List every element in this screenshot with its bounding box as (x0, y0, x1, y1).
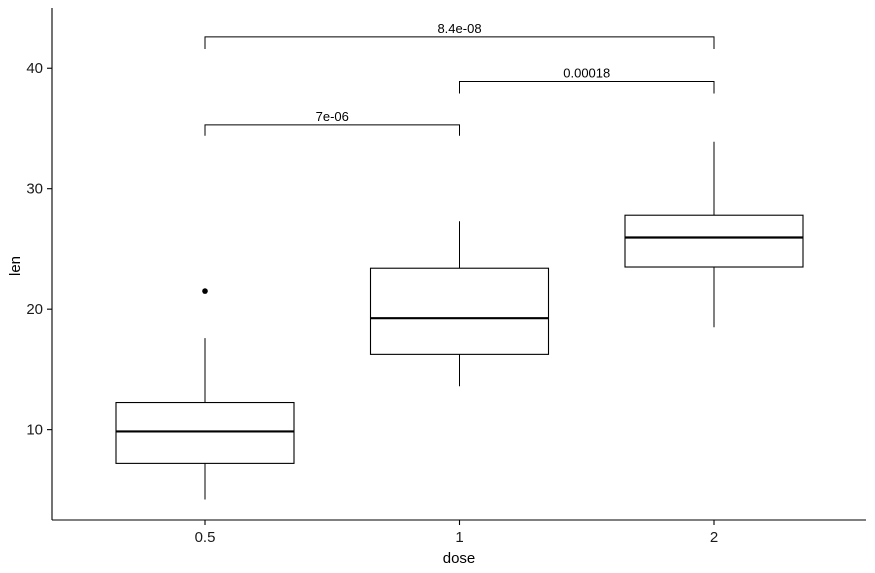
p-value-label: 0.00018 (563, 65, 610, 80)
box-group (369, 221, 550, 387)
x-tick-label: 0.5 (195, 529, 216, 546)
iqr-box (369, 267, 550, 355)
bracket-line (459, 80, 715, 94)
iqr-box (624, 214, 804, 268)
p-value-label: 8.4e-08 (437, 21, 481, 36)
y-axis-ticks: 10 20 30 40 (26, 60, 52, 439)
comparison-bracket: 8.4e-08 (204, 21, 715, 49)
outlier-point (202, 288, 208, 294)
x-axis-ticks: 0.5 1 2 (195, 520, 718, 546)
box-group (624, 141, 804, 328)
comparison-bracket: 7e-06 (204, 109, 460, 136)
y-axis-title: len (7, 256, 24, 276)
x-axis-title: dose (443, 550, 476, 567)
iqr-box (115, 401, 295, 464)
y-tick-label: 10 (26, 422, 43, 439)
y-tick-label: 40 (26, 60, 43, 77)
box-group (115, 288, 295, 500)
bracket-line (204, 36, 715, 49)
comparison-bracket: 0.00018 (459, 65, 715, 94)
comparison-brackets-layer: 7e-06 0.00018 8.4e-08 (204, 21, 715, 136)
y-tick-label: 20 (26, 301, 43, 318)
p-value-label: 7e-06 (316, 109, 349, 124)
x-tick-label: 2 (710, 529, 718, 546)
x-tick-label: 1 (455, 529, 463, 546)
y-tick-label: 30 (26, 181, 43, 198)
boxes-layer (115, 141, 804, 500)
bracket-line (204, 124, 460, 136)
